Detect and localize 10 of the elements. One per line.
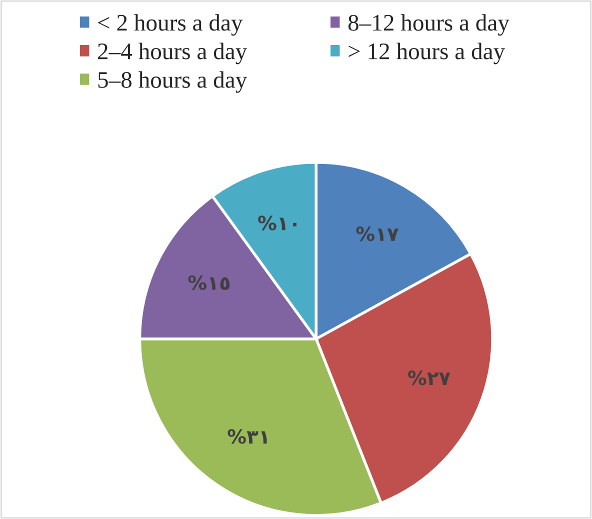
legend-label: 8–12 hours a day <box>348 14 510 36</box>
legend-label: 2–4 hours a day <box>98 42 248 64</box>
legend-label: 5–8 hours a day <box>98 71 248 93</box>
data-label: %٣١ <box>228 429 267 444</box>
data-label: %١٠ <box>258 216 296 230</box>
data-label: %١٥ <box>188 275 230 290</box>
data-label: %١٧ <box>356 226 399 242</box>
data-label: %٢٧ <box>408 370 450 386</box>
legend-label: < 2 hours a day <box>98 14 243 36</box>
legend-label: > 12 hours a day <box>348 42 505 64</box>
